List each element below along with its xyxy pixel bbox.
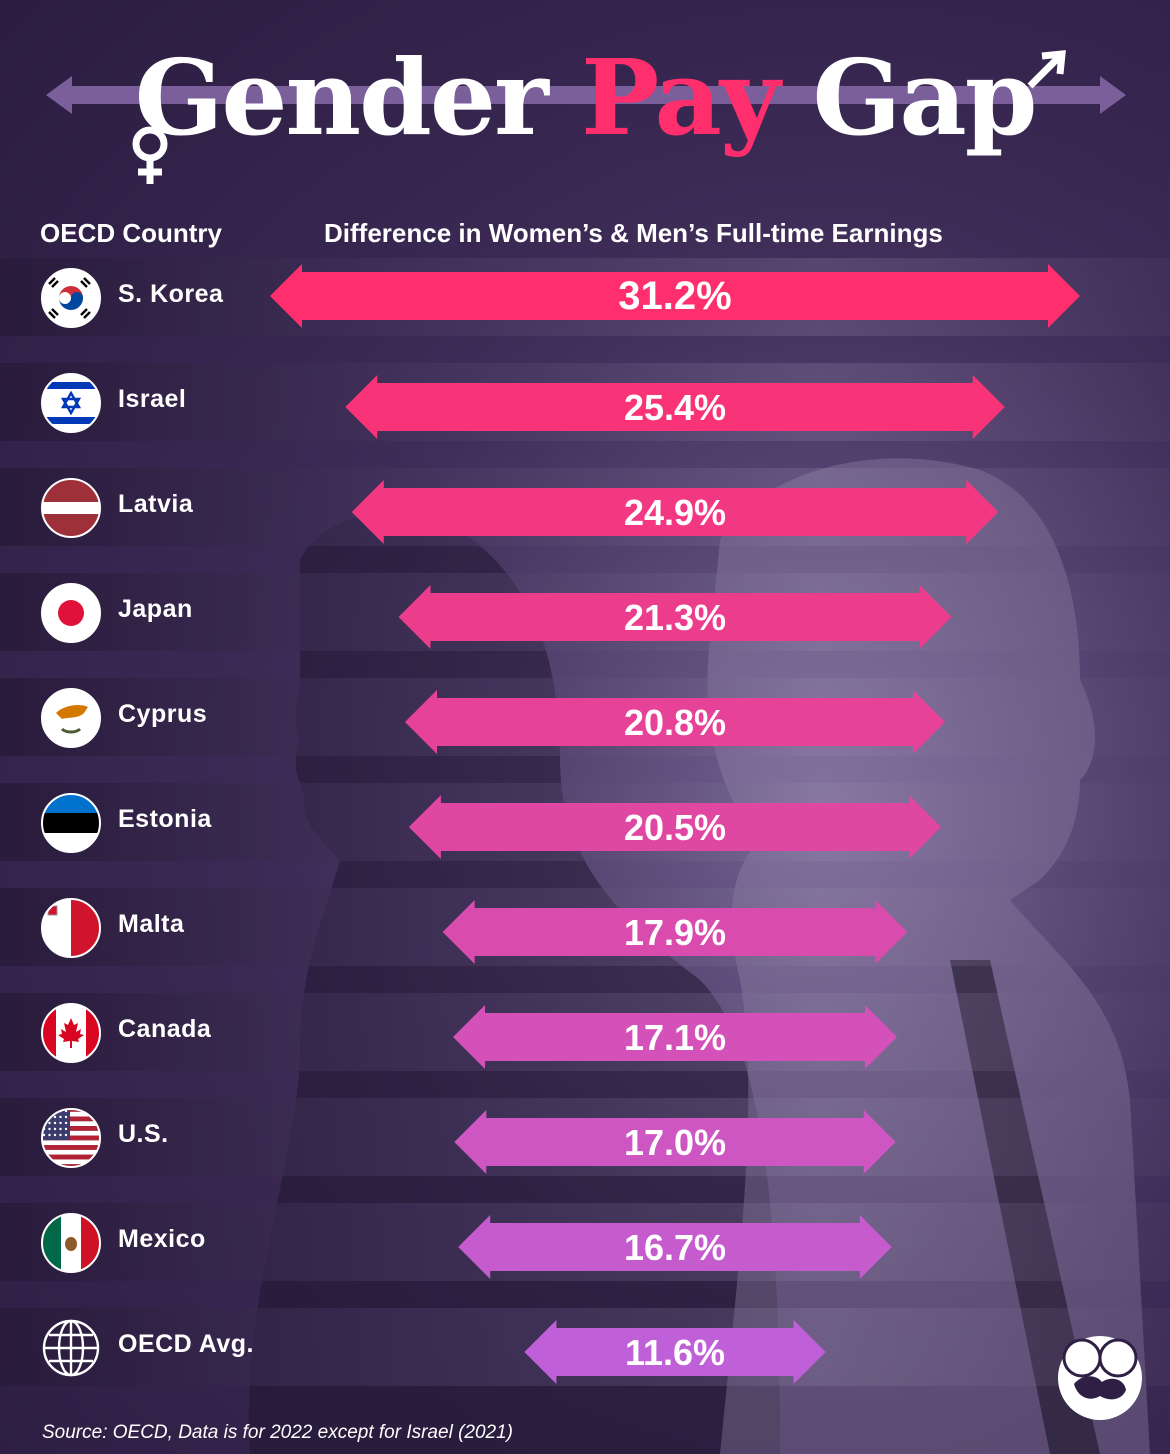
mexico-flag-icon xyxy=(40,1212,102,1274)
globe-icon xyxy=(40,1317,102,1379)
chart-row: Malta 17.9% xyxy=(0,888,1170,993)
title-word-gap: Gap xyxy=(812,36,1038,159)
chart-row: Estonia 20.5% xyxy=(0,783,1170,888)
value-label: 20.8% xyxy=(624,702,726,743)
difference-column-header: Difference in Women’s & Men’s Full-time … xyxy=(324,218,943,248)
chart-row: Cyprus 20.8% xyxy=(0,678,1170,783)
value-label: 17.0% xyxy=(624,1122,726,1163)
value-label: 17.9% xyxy=(624,912,726,953)
value-label: 21.3% xyxy=(624,597,726,638)
bar-cyprus xyxy=(405,690,945,754)
page-title: Gender Pay Gap xyxy=(0,38,1170,158)
bar-u-s xyxy=(454,1110,896,1174)
japan-flag-icon xyxy=(40,582,102,644)
title-block: Gender Pay Gap xyxy=(0,18,1170,184)
country-label: Latvia xyxy=(118,490,194,518)
bar-mexico xyxy=(458,1215,892,1279)
bar-arrow: 17.1% xyxy=(453,1005,897,1069)
cyprus-flag-icon xyxy=(40,687,102,749)
latvia-flag-icon xyxy=(40,477,102,539)
bar-arrow: 21.3% xyxy=(398,585,952,649)
bar-israel xyxy=(345,375,1005,439)
country-label: U.S. xyxy=(118,1120,169,1148)
canada-flag-icon xyxy=(40,1002,102,1064)
value-label: 16.7% xyxy=(624,1227,726,1268)
source-note: Source: OECD, Data is for 2022 except fo… xyxy=(42,1422,513,1443)
value-label: 24.9% xyxy=(624,492,726,533)
country-label: Cyprus xyxy=(118,700,208,728)
value-label: 25.4% xyxy=(624,387,726,428)
value-label: 11.6% xyxy=(625,1332,725,1373)
bar-canada xyxy=(453,1005,897,1069)
value-label: 17.1% xyxy=(624,1017,726,1058)
title-arrow-icon xyxy=(46,76,1126,114)
female-symbol-icon xyxy=(132,126,168,184)
country-label: OECD Avg. xyxy=(118,1330,254,1358)
bar-arrow: 17.0% xyxy=(454,1110,896,1174)
bar-japan xyxy=(398,585,952,649)
title-word-pay: Pay xyxy=(581,36,780,159)
bar-arrow: 20.8% xyxy=(405,690,945,754)
chart-row: Mexico 16.7% xyxy=(0,1203,1170,1308)
bar-latvia xyxy=(351,480,999,544)
estonia-flag-icon xyxy=(40,792,102,854)
chart-row: OECD Avg. 11.6% xyxy=(0,1308,1170,1413)
malta-flag-icon xyxy=(40,897,102,959)
value-label: 31.2% xyxy=(618,274,731,318)
chart-row: Canada 17.1% xyxy=(0,993,1170,1098)
usa-flag-icon xyxy=(40,1107,102,1169)
chart-row: Latvia 24.9% xyxy=(0,468,1170,573)
bar-arrow: 25.4% xyxy=(345,375,1005,439)
bar-malta xyxy=(442,900,908,964)
bar-arrow: 20.5% xyxy=(408,795,942,859)
country-label: Israel xyxy=(118,385,187,413)
chart-row: U.S. 17.0% xyxy=(0,1098,1170,1203)
chart-row: S. Korea 31.2% xyxy=(0,258,1170,363)
israel-flag-icon xyxy=(40,372,102,434)
south-korea-flag-icon xyxy=(40,267,102,329)
country-label: Estonia xyxy=(118,805,212,833)
bar-oecd-avg xyxy=(524,1320,826,1384)
country-label: Malta xyxy=(118,910,185,938)
value-label: 20.5% xyxy=(624,807,726,848)
bar-arrow: 31.2% xyxy=(270,264,1080,328)
male-symbol-icon xyxy=(1027,50,1066,89)
country-label: Canada xyxy=(118,1015,212,1043)
bar-s-korea xyxy=(270,264,1080,328)
brand-logo-icon xyxy=(1058,1336,1142,1420)
title-word-gender: Gender xyxy=(134,36,549,159)
bar-arrow: 11.6% xyxy=(524,1320,826,1384)
country-label: Japan xyxy=(118,595,193,623)
bar-arrow: 24.9% xyxy=(351,480,999,544)
bar-arrow: 16.7% xyxy=(458,1215,892,1279)
bar-arrow: 17.9% xyxy=(442,900,908,964)
chart-row: Israel 25.4% xyxy=(0,363,1170,468)
bar-estonia xyxy=(408,795,942,859)
country-column-header: OECD Country xyxy=(40,218,222,248)
chart-row: Japan 21.3% xyxy=(0,573,1170,678)
country-label: S. Korea xyxy=(118,280,224,308)
country-label: Mexico xyxy=(118,1225,206,1253)
